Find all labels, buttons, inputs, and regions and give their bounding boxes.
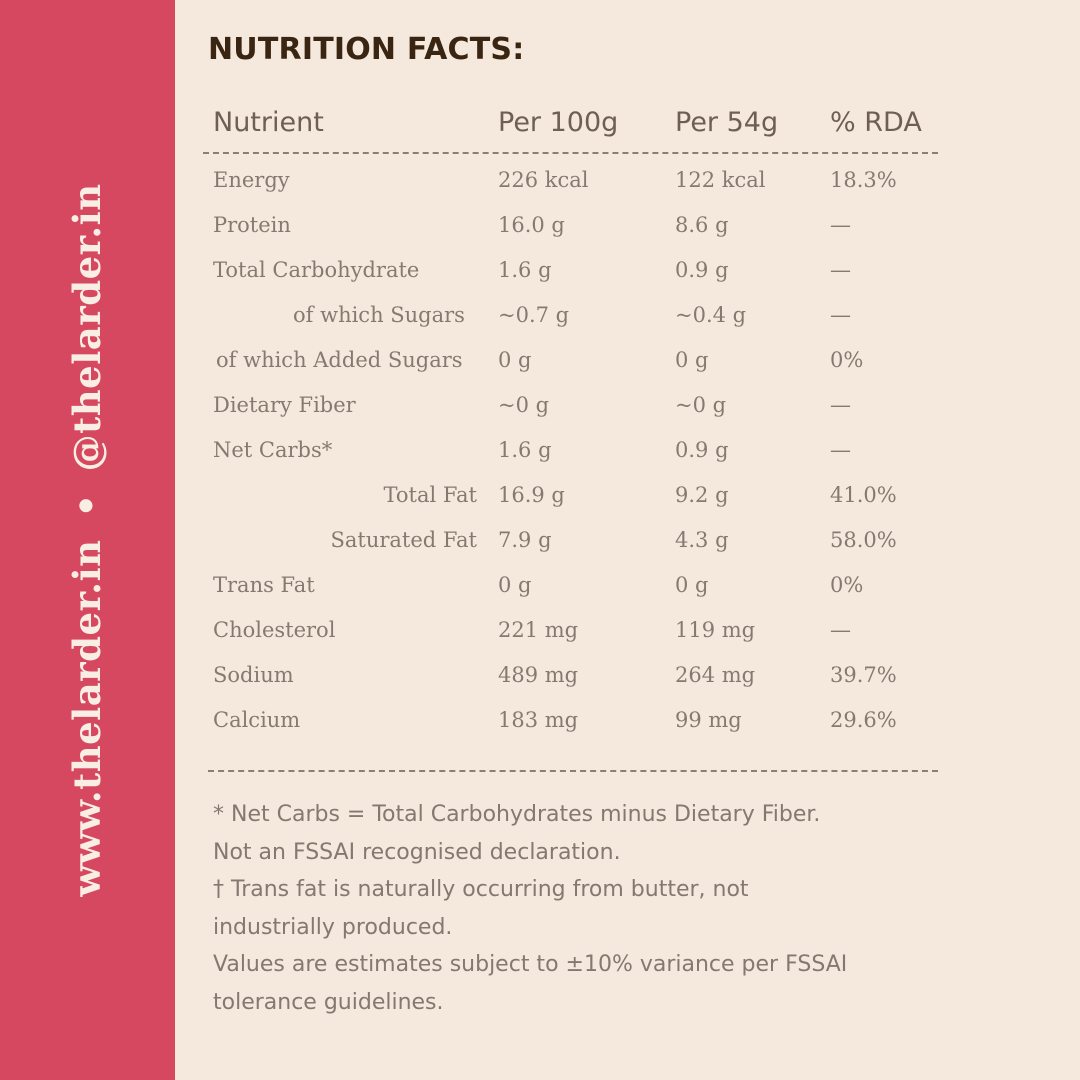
value-per-54g: 122 kcal [675,168,766,192]
value-per-100g: 1.6 g [498,258,552,282]
footnote-line: industrially produced. [213,914,453,940]
table-row: Calcium 183 mg 99 mg 29.6% [213,698,938,743]
side-banner: www.thelarder.in • @thelarder.in [0,0,175,1080]
nutrient-name: Calcium [213,708,301,732]
header-per-54g: Per 54g [675,107,779,138]
value-per-54g: 119 mg [675,618,756,642]
table-row: of which Added Sugars 0 g 0 g 0% [213,338,938,383]
nutrient-name: Trans Fat [213,573,315,597]
value-per-54g: 0 g [675,348,709,372]
value-rda: 41.0% [830,483,897,507]
value-rda: 0% [830,348,864,372]
value-per-100g: 7.9 g [498,528,552,552]
footnote-line: * Net Carbs = Total Carbohydrates minus … [213,802,821,827]
footnotes: * Net Carbs = Total Carbohydrates minus … [213,796,933,1021]
page-title: NUTRITION FACTS: [208,32,525,67]
table-header-row: Nutrient Per 100g Per 54g % RDA [213,100,938,146]
value-per-100g: 1.6 g [498,438,552,462]
handle-label: @thelarder.in [65,183,109,472]
table-row: Total Fat 16.9 g 9.2 g 41.0% [213,473,938,518]
value-per-54g: ~0.4 g [675,303,747,327]
separator-dot: • [65,493,109,518]
footnote-line: tolerance guidelines. [213,989,444,1015]
website-label: www.thelarder.in [65,539,109,897]
value-per-54g: 0.9 g [675,258,729,282]
table-row: Total Carbohydrate 1.6 g 0.9 g — [213,248,938,293]
value-per-54g: 264 mg [675,663,756,687]
nutrient-name: Net Carbs* [213,438,333,462]
value-per-100g: ~0.7 g [498,303,570,327]
header-per-100g: Per 100g [498,107,619,138]
nutrient-name: Saturated Fat [330,528,477,552]
value-per-100g: 489 mg [498,663,579,687]
footnote-line: Values are estimates subject to ±10% var… [213,952,848,977]
nutrient-name: Energy [213,168,290,192]
nutrient-name: Total Carbohydrate [213,258,420,282]
value-rda: — [830,438,851,462]
value-per-100g: 0 g [498,348,532,372]
value-rda: 58.0% [830,528,897,552]
value-per-100g: ~0 g [498,393,550,417]
value-per-100g: 16.0 g [498,213,565,237]
table-divider-bottom [208,770,938,772]
side-banner-text: www.thelarder.in • @thelarder.in [65,183,109,896]
table-divider-top [203,152,938,154]
value-rda: 39.7% [830,663,897,687]
table-row: Trans Fat 0 g 0 g 0% [213,563,938,608]
value-rda: — [830,303,851,327]
table-row: Saturated Fat 7.9 g 4.3 g 58.0% [213,518,938,563]
value-per-100g: 16.9 g [498,483,565,507]
nutrient-name: Total Fat [383,483,477,507]
table-row: Dietary Fiber ~0 g ~0 g — [213,383,938,428]
value-per-100g: 221 mg [498,618,579,642]
header-nutrient: Nutrient [213,107,324,138]
value-rda: — [830,213,851,237]
value-per-100g: 0 g [498,573,532,597]
table-row: Cholesterol 221 mg 119 mg — [213,608,938,653]
value-per-54g: ~0 g [675,393,727,417]
header-rda: % RDA [830,107,922,138]
nutrient-name: Cholesterol [213,618,336,642]
footnote-line: Not an FSSAI recognised declaration. [213,839,621,865]
nutrient-name: Protein [213,213,291,237]
nutrient-name: of which Added Sugars [216,348,463,372]
footnote-line: † Trans fat is naturally occurring from … [213,877,749,902]
value-per-54g: 4.3 g [675,528,729,552]
value-rda: — [830,393,851,417]
table-row: Sodium 489 mg 264 mg 39.7% [213,653,938,698]
nutrient-name: Sodium [213,663,294,687]
table-row: Energy 226 kcal 122 kcal 18.3% [213,158,938,203]
value-per-100g: 226 kcal [498,168,589,192]
value-per-54g: 0 g [675,573,709,597]
value-per-54g: 0.9 g [675,438,729,462]
value-rda: 0% [830,573,864,597]
nutrition-table-body: Energy 226 kcal 122 kcal 18.3% Protein 1… [213,158,938,743]
value-rda: — [830,618,851,642]
value-per-54g: 9.2 g [675,483,729,507]
value-rda: 18.3% [830,168,897,192]
value-per-54g: 8.6 g [675,213,729,237]
nutrition-table-header: Nutrient Per 100g Per 54g % RDA [213,100,938,146]
nutrient-name: Dietary Fiber [213,393,356,417]
value-per-100g: 183 mg [498,708,579,732]
table-row: Net Carbs* 1.6 g 0.9 g — [213,428,938,473]
value-per-54g: 99 mg [675,708,742,732]
value-rda: 29.6% [830,708,897,732]
table-row: Protein 16.0 g 8.6 g — [213,203,938,248]
nutrient-name: of which Sugars [293,303,465,327]
table-row: of which Sugars ~0.7 g ~0.4 g — [213,293,938,338]
value-rda: — [830,258,851,282]
